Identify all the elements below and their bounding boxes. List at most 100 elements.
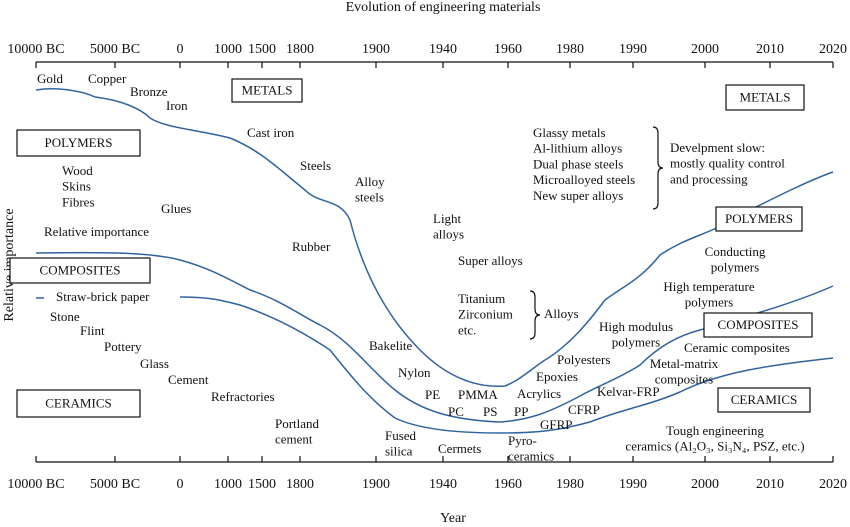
label: ceramics (Al₂O₃, Si₃N₄, PSZ, etc.) bbox=[625, 439, 804, 454]
label: Develpment slow: bbox=[670, 140, 765, 155]
label-box bbox=[9, 257, 151, 284]
label: Alloy bbox=[355, 174, 385, 189]
box-label: POLYMERS bbox=[725, 211, 793, 226]
top-tick-label: 2000 bbox=[691, 42, 719, 57]
label: CFRP bbox=[568, 402, 600, 417]
label: Microalloyed steels bbox=[533, 172, 635, 187]
box-label: COMPOSITES bbox=[718, 317, 799, 332]
label: composites bbox=[655, 372, 714, 387]
label: Metal-matrix bbox=[650, 356, 719, 371]
bottom-tick-label: 10000 BC bbox=[7, 477, 64, 492]
label: Ceramic composites bbox=[684, 340, 790, 355]
box-label: CERAMICS bbox=[45, 395, 111, 410]
brace bbox=[652, 126, 664, 210]
label: Al-lithium alloys bbox=[533, 141, 622, 156]
label: Tough engineering bbox=[666, 423, 764, 438]
label: polymers bbox=[711, 260, 759, 275]
label: Cermets bbox=[438, 441, 481, 456]
label: Cast iron bbox=[247, 125, 295, 140]
label: Flint bbox=[80, 323, 105, 338]
bottom-tick-label: 2010 bbox=[756, 477, 784, 492]
label: Refractories bbox=[211, 389, 275, 404]
label: Relative importance bbox=[44, 224, 149, 239]
top-tick-label: 1940 bbox=[429, 42, 457, 57]
label: ceramics bbox=[508, 449, 554, 464]
title: Evolution of engineering materials bbox=[346, 0, 541, 15]
label: Glues bbox=[161, 201, 191, 216]
bottom-tick-label: 1940 bbox=[429, 477, 457, 492]
label: Gold bbox=[37, 71, 64, 86]
label-box bbox=[715, 206, 803, 232]
label: Copper bbox=[88, 71, 127, 86]
x-axis-label: Year bbox=[440, 511, 466, 526]
label: Titanium bbox=[458, 291, 505, 306]
label: Polyesters bbox=[557, 352, 610, 367]
ceramics-curve bbox=[36, 296, 834, 434]
label: Straw-brick paper bbox=[56, 289, 150, 304]
label: polymers bbox=[612, 335, 660, 350]
label: Alloys bbox=[544, 306, 579, 321]
label: Bakelite bbox=[369, 338, 413, 353]
label: Glassy metals bbox=[533, 125, 606, 140]
label: Epoxies bbox=[536, 369, 578, 384]
bottom-tick-label: 5000 BC bbox=[90, 477, 140, 492]
label: Zirconium bbox=[458, 307, 513, 322]
box-label: COMPOSITES bbox=[40, 262, 121, 277]
label: Pottery bbox=[104, 339, 142, 354]
top-tick-label: 10000 BC bbox=[7, 42, 64, 57]
label: PE bbox=[425, 387, 440, 402]
top-tick-label: 5000 BC bbox=[90, 42, 140, 57]
label: Cement bbox=[168, 372, 209, 387]
bottom-tick-label: 1980 bbox=[556, 477, 584, 492]
label: and processing bbox=[670, 171, 748, 186]
top-tick-label: 1990 bbox=[619, 42, 647, 57]
label-box bbox=[703, 312, 813, 338]
label: Kelvar-FRP bbox=[597, 384, 660, 399]
top-tick-label: 2020 bbox=[819, 42, 847, 57]
box-label: POLYMERS bbox=[44, 135, 112, 150]
bottom-tick-label: 2020 bbox=[819, 477, 847, 492]
bottom-tick-label: 1900 bbox=[362, 477, 390, 492]
label: Iron bbox=[166, 98, 188, 113]
top-tick-label: 1800 bbox=[286, 42, 314, 57]
box-label: METALS bbox=[740, 89, 791, 104]
label-box bbox=[717, 387, 811, 413]
bottom-tick-label: 0 bbox=[177, 477, 184, 492]
label: PMMA bbox=[458, 387, 498, 402]
label: High temperature bbox=[663, 279, 755, 294]
label: Conducting bbox=[705, 244, 766, 259]
label: PS bbox=[483, 404, 497, 419]
label: PP bbox=[514, 404, 528, 419]
bottom-tick-label: 1800 bbox=[286, 477, 314, 492]
label-box bbox=[231, 78, 303, 103]
top-tick-label: 0 bbox=[177, 42, 184, 57]
label: polymers bbox=[685, 295, 733, 310]
brace bbox=[529, 290, 541, 340]
label: silica bbox=[385, 444, 413, 459]
label: Dual phase steels bbox=[533, 156, 623, 171]
top-tick-label: 1500 bbox=[248, 42, 276, 57]
label: Bronze bbox=[130, 84, 168, 99]
label: Stone bbox=[50, 309, 80, 324]
top-tick-label: 2010 bbox=[756, 42, 784, 57]
label: alloys bbox=[433, 227, 464, 242]
top-tick-label: 1960 bbox=[494, 42, 522, 57]
top-tick-label: 1980 bbox=[556, 42, 584, 57]
label-box bbox=[16, 129, 141, 157]
bottom-tick-label: 1990 bbox=[619, 477, 647, 492]
label: Glass bbox=[140, 356, 169, 371]
polymers-curve bbox=[35, 251, 834, 423]
label: High modulus bbox=[599, 319, 673, 334]
bottom-tick-label: 1500 bbox=[248, 477, 276, 492]
label-box bbox=[16, 389, 141, 418]
label: cement bbox=[275, 432, 313, 447]
label-box bbox=[725, 84, 805, 111]
label: Fused bbox=[385, 428, 417, 443]
bottom-tick-label: 2000 bbox=[691, 477, 719, 492]
label: Nylon bbox=[398, 365, 431, 380]
label: steels bbox=[355, 190, 384, 205]
label: etc. bbox=[458, 322, 476, 337]
label: New super alloys bbox=[533, 188, 623, 203]
label: Skins bbox=[62, 179, 91, 194]
label: Portland bbox=[275, 416, 320, 431]
